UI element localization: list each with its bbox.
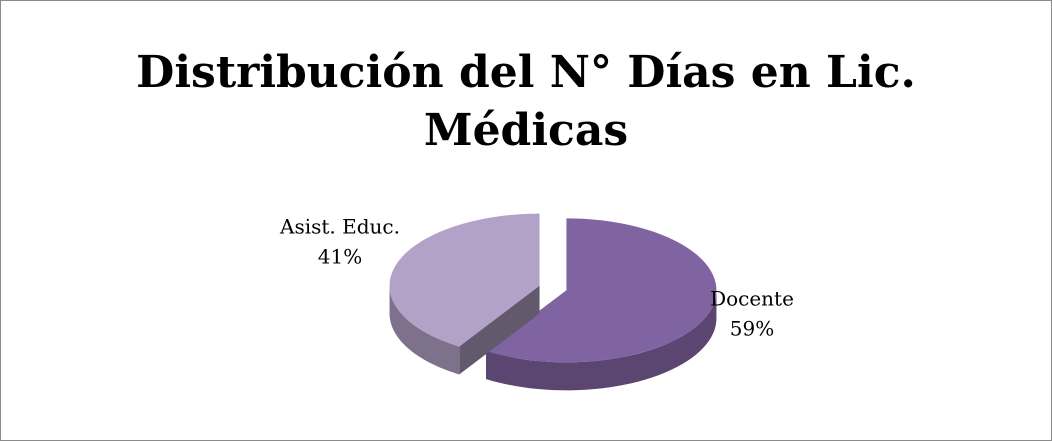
data-label-value: 41% bbox=[318, 245, 362, 269]
data-label-category: Docente bbox=[710, 287, 794, 311]
slice-edge-wall bbox=[459, 285, 540, 375]
pie-slice bbox=[389, 213, 540, 375]
data-label-value: 59% bbox=[730, 317, 774, 341]
chart-title: Distribución del N° Días en Lic. Médicas bbox=[136, 47, 916, 156]
slice-top bbox=[486, 218, 717, 363]
data-label-category: Asist. Educ. bbox=[279, 215, 400, 239]
slice-side bbox=[486, 290, 717, 391]
slice-top bbox=[389, 213, 540, 347]
pie-slice bbox=[486, 218, 717, 391]
slice-side bbox=[389, 285, 460, 375]
